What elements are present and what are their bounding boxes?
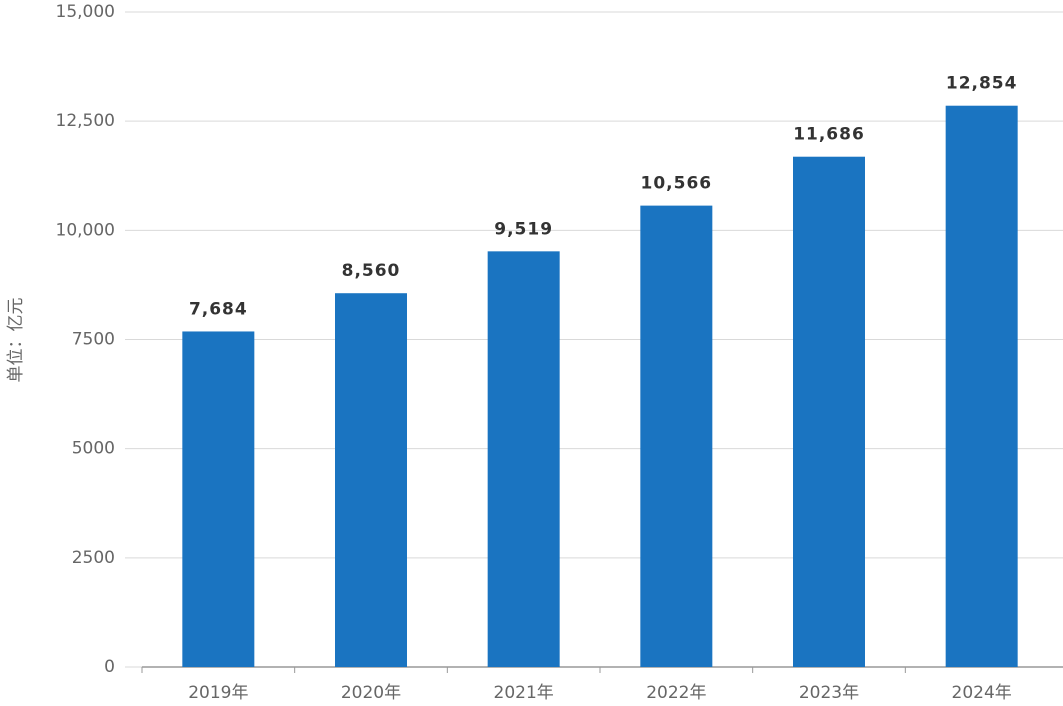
y-tick-label: 12,500: [56, 111, 115, 131]
bar: [182, 331, 255, 667]
x-tick-label: 2024年: [952, 683, 1012, 703]
value-label: 8,560: [342, 261, 401, 281]
y-tick-label: 10,000: [56, 220, 115, 240]
value-label: 10,566: [641, 174, 713, 194]
bar: [487, 251, 560, 667]
y-tick-label: 5000: [72, 439, 115, 459]
x-tick-label: 2021年: [494, 683, 554, 703]
x-tick-label: 2020年: [341, 683, 401, 703]
y-tick-label: 0: [104, 657, 115, 677]
value-label: 9,519: [494, 219, 553, 239]
value-label: 7,684: [189, 299, 248, 319]
value-label: 11,686: [793, 125, 865, 145]
bar: [945, 105, 1018, 667]
y-tick-label: 7500: [72, 330, 115, 350]
y-tick-label: 2500: [72, 548, 115, 568]
x-tick-label: 2022年: [646, 683, 706, 703]
x-tick-label: 2023年: [799, 683, 859, 703]
bar: [793, 156, 865, 667]
value-label: 12,854: [946, 74, 1018, 94]
bar: [335, 293, 407, 667]
y-axis-label: 单位：亿元: [6, 298, 26, 383]
bar: [640, 205, 713, 668]
x-tick-label: 2019年: [188, 683, 248, 703]
y-tick-label: 15,000: [56, 2, 115, 22]
